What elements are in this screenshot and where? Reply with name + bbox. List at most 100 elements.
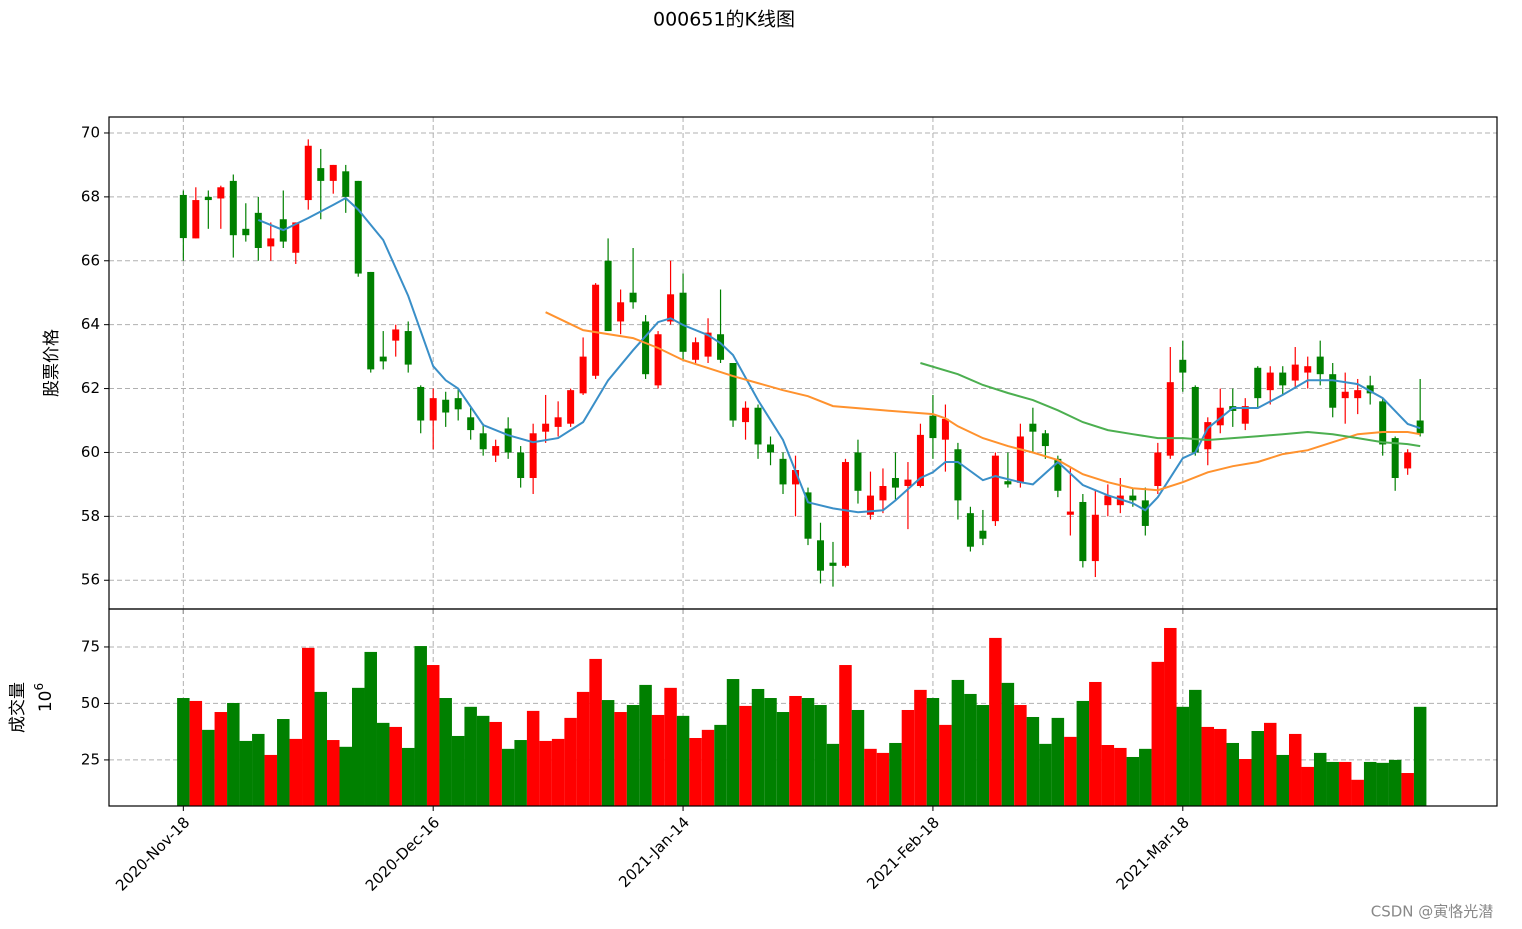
volume-bar — [789, 695, 802, 806]
volume-bar — [1264, 722, 1277, 806]
volume-bar — [376, 722, 390, 806]
candle-body — [816, 540, 824, 571]
volume-bar — [776, 712, 790, 806]
y-tick-label: 62 — [81, 379, 100, 397]
y-axis-label: 成交量 — [8, 682, 28, 733]
volume-bar — [739, 705, 752, 806]
volume-bar — [751, 688, 765, 806]
candle-body — [792, 470, 800, 485]
volume-bar — [651, 714, 665, 806]
candle-body — [1316, 356, 1324, 375]
volume-bar — [314, 691, 328, 806]
x-tick-label: 2020-Nov-18 — [112, 813, 193, 894]
volume-bar — [1089, 681, 1102, 806]
plot-frame — [108, 608, 1498, 807]
volume-bar — [614, 712, 627, 806]
y-axis-label: 股票价格 — [42, 329, 62, 397]
y-tick-label: 66 — [81, 251, 100, 269]
volume-bar — [1189, 689, 1202, 806]
y-tick-label: 64 — [81, 315, 100, 333]
candle-body — [1304, 366, 1312, 373]
candle-body — [454, 398, 462, 410]
candle-body — [1004, 481, 1012, 485]
candle-body — [1379, 401, 1387, 445]
volume-bar — [414, 646, 427, 806]
volume-bar — [1376, 762, 1389, 806]
volume-bar — [277, 719, 290, 806]
candle-body — [954, 449, 962, 501]
volume-bar — [302, 647, 315, 806]
moving-average-line — [920, 362, 1421, 448]
candle-body — [1416, 420, 1424, 434]
volume-bar — [1313, 752, 1327, 806]
volume-bar — [239, 740, 253, 806]
candle-body — [979, 530, 987, 539]
candle-body — [579, 356, 587, 394]
candle-body — [1329, 374, 1337, 408]
candle-body — [542, 423, 550, 432]
candle-body — [729, 363, 737, 421]
candle-body — [554, 417, 562, 427]
volume-bar — [1176, 706, 1190, 806]
candle-body — [991, 455, 999, 522]
volume-bar — [177, 698, 190, 806]
volume-bar — [814, 705, 827, 806]
volume-bar — [364, 651, 377, 806]
volume-bar — [1076, 700, 1090, 806]
candle-body — [604, 260, 612, 332]
volume-bar — [214, 712, 228, 806]
candle-body — [767, 444, 775, 453]
volume-bar — [1388, 759, 1402, 806]
candle-body — [379, 356, 387, 362]
candle-body — [179, 194, 187, 239]
candle-body — [1154, 452, 1162, 486]
candle-body — [254, 212, 262, 248]
candle-body — [1179, 359, 1187, 373]
y-tick-label: 60 — [81, 443, 100, 461]
volume-bar — [639, 684, 652, 806]
volume-bar — [1064, 736, 1077, 806]
volume-bar — [939, 724, 952, 806]
candle-body — [329, 164, 337, 181]
volume-bar — [476, 715, 490, 806]
volume-bar — [451, 735, 465, 806]
volume-bar — [689, 737, 702, 806]
candle-body — [492, 446, 500, 456]
volume-bar — [901, 709, 915, 806]
candle-body — [1041, 433, 1049, 447]
volume-bar — [401, 747, 415, 806]
candle-body — [1266, 372, 1274, 391]
candle-body — [1029, 423, 1037, 432]
candle-body — [1116, 495, 1124, 506]
candle-body — [891, 478, 899, 488]
moving-average-line — [257, 196, 1421, 514]
y-tick-label: 25 — [81, 750, 100, 768]
candle-body — [417, 386, 425, 421]
volume-bar — [676, 715, 690, 806]
volume-bar — [626, 705, 640, 806]
volume-bar — [202, 729, 215, 806]
volume-bar — [576, 691, 590, 806]
candle-body — [966, 513, 974, 547]
candle-body — [916, 434, 924, 486]
candle-body — [442, 399, 450, 413]
x-tick-label: 2021-Feb-18 — [863, 813, 943, 893]
candle-body — [717, 334, 725, 360]
candle-body — [404, 331, 412, 365]
volume-bar — [1413, 706, 1427, 806]
volume-bar — [1338, 761, 1352, 806]
volume-bar — [1051, 717, 1065, 806]
plot-frame — [108, 116, 1498, 610]
volume-bar — [539, 740, 552, 806]
candle-body — [242, 228, 250, 236]
volume-bar — [227, 702, 240, 806]
candle-body — [1166, 382, 1174, 456]
candle-body — [229, 180, 237, 236]
volume-bar — [1151, 661, 1165, 806]
volume-bar — [889, 742, 902, 806]
volume-bar — [914, 689, 927, 806]
candle-body — [904, 479, 912, 486]
volume-bar — [989, 637, 1002, 806]
candle-body — [1404, 452, 1412, 469]
candle-body — [742, 407, 750, 423]
